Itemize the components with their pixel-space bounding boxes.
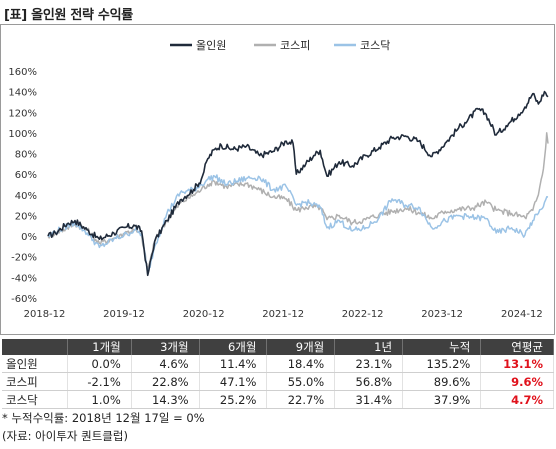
table-header [2, 339, 69, 355]
series-line-2 [47, 132, 549, 271]
table-cell: 18.4% [266, 355, 336, 373]
series-lines [47, 90, 549, 277]
table-row: 코스피 -2.1% 22.8% 47.1% 55.0% 56.8% 89.6% … [2, 372, 554, 391]
table-cell: 14.3% [131, 390, 200, 409]
table-cell: 25.2% [199, 390, 268, 409]
cagr-cell: 9.6% [480, 372, 554, 391]
series-line-1 [47, 90, 549, 277]
chart-title: [표] 올인원 전략 수익률 [4, 8, 133, 23]
footnote-basis: * 누적수익률: 2018년 12월 17일 = 0% [2, 411, 205, 425]
table-row: 코스닥 1.0% 14.3% 25.2% 22.7% 31.4% 37.9% 4… [2, 390, 554, 409]
table-cell: 23.1% [334, 355, 404, 373]
footnote-source: (자료: 아이투자 퀀트클럽) [2, 429, 128, 443]
line-chart: -60% -40% -20% 0% 20% 40% 60% 80% 100% 120% 140% 16… [8, 39, 549, 320]
table-cell: 22.7% [266, 390, 336, 409]
table-row: 올인원 0.0% 4.6% 11.4% 18.4% 23.1% 135.2% 1… [2, 355, 554, 373]
table-header: 누적 [402, 339, 482, 355]
legend-label: 코스피 [280, 39, 310, 52]
y-tick-label: 100% [8, 129, 37, 140]
table-cell: 0.0% [67, 355, 132, 373]
table-header: 9개월 [266, 339, 336, 355]
x-tick-label: 2021-12 [262, 309, 304, 320]
cagr-cell: 13.1% [480, 355, 554, 373]
table-header: 연평균 [480, 339, 554, 355]
x-tick-label: 2020-12 [183, 309, 225, 320]
table-cell: 22.8% [131, 372, 200, 391]
table-cell: 89.6% [402, 372, 482, 391]
y-tick-label: 20% [15, 211, 37, 222]
y-tick-label: 80% [15, 150, 37, 161]
legend: 올인원 코스피 코스닥 [170, 39, 390, 52]
legend-label: 코스닥 [360, 39, 390, 52]
table-cell: 135.2% [402, 355, 482, 373]
legend-label: 올인원 [196, 39, 226, 52]
table-cell: 37.9% [402, 390, 482, 409]
table-cell: 55.0% [266, 372, 336, 391]
row-label: 올인원 [2, 355, 69, 373]
table-header-row: 1개월 3개월 6개월 9개월 1년 누적 연평균 [2, 339, 554, 355]
y-tick-label: -60% [11, 294, 37, 305]
table-header: 6개월 [199, 339, 268, 355]
table-cell: 31.4% [334, 390, 404, 409]
table-header: 1년 [334, 339, 404, 355]
table-cell: -2.1% [67, 372, 132, 391]
y-tick-label: 0% [21, 232, 37, 243]
table-cell: 4.6% [131, 355, 200, 373]
row-label: 코스닥 [2, 390, 69, 409]
row-label: 코스피 [2, 372, 69, 391]
table-cell: 11.4% [199, 355, 268, 373]
x-tick-label: 2024-12 [501, 309, 543, 320]
y-tick-label: -40% [11, 273, 37, 284]
chart-frame [0, 24, 555, 335]
y-tick-label: 140% [8, 88, 37, 99]
series-line-3 [47, 174, 549, 276]
table-header: 3개월 [131, 339, 200, 355]
table-cell: 47.1% [199, 372, 268, 391]
y-tick-label: -20% [11, 253, 37, 264]
performance-table: 1개월 3개월 6개월 9개월 1년 누적 연평균 올인원 0.0% 4.6% … [2, 339, 554, 409]
x-tick-label: 2023-12 [421, 309, 463, 320]
cagr-cell: 4.7% [480, 390, 554, 409]
y-axis-ticks: -60% -40% -20% 0% 20% 40% 60% 80% 100% 120% 140% 16… [8, 67, 37, 305]
y-tick-label: 160% [8, 67, 37, 78]
x-tick-label: 2018-12 [24, 309, 66, 320]
x-tick-label: 2022-12 [342, 309, 384, 320]
y-tick-label: 120% [8, 108, 37, 119]
x-axis-ticks: 2018-12 2019-12 2020-12 2021-12 2022-12 2023-… [24, 309, 543, 320]
y-tick-label: 60% [15, 170, 37, 181]
x-tick-label: 2019-12 [103, 309, 145, 320]
table-header: 1개월 [67, 339, 132, 355]
table-cell: 1.0% [67, 390, 132, 409]
table-cell: 56.8% [334, 372, 404, 391]
y-tick-label: 40% [15, 191, 37, 202]
